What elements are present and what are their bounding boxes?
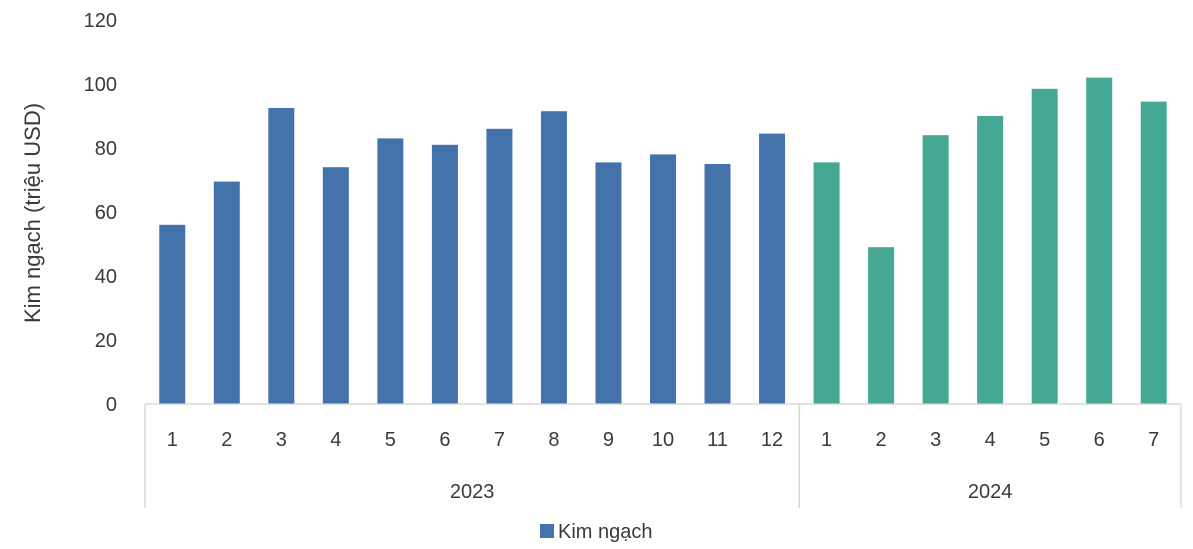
bar	[1031, 88, 1058, 405]
y-tick-label: 80	[95, 138, 117, 160]
legend-label: Kim ngạch	[558, 521, 653, 543]
x-tick-label: 5	[1039, 429, 1050, 451]
x-tick-label: 4	[985, 429, 996, 451]
bar	[759, 133, 786, 404]
bar	[813, 162, 840, 404]
x-tick-label: 2	[876, 429, 887, 451]
bar	[595, 162, 622, 404]
bar	[322, 167, 349, 404]
legend-swatch	[540, 524, 554, 538]
bar	[486, 128, 513, 405]
bar	[922, 135, 949, 404]
x-tick-label: 10	[652, 429, 674, 451]
y-axis-title: Kim ngạch (triệu USD)	[20, 103, 45, 323]
x-tick-label: 6	[1094, 429, 1105, 451]
bar	[1140, 101, 1167, 404]
bar	[159, 224, 186, 404]
x-tick-label: 12	[761, 429, 783, 451]
x-tick-label: 1	[167, 429, 178, 451]
x-tick-label: 4	[330, 429, 341, 451]
y-tick-label: 60	[95, 202, 117, 224]
bars	[159, 77, 1167, 405]
x-tick-label: 6	[439, 429, 450, 451]
x-tick-label: 3	[930, 429, 941, 451]
bar	[268, 108, 295, 404]
bar	[704, 164, 731, 404]
y-tick-label: 40	[95, 266, 117, 288]
x-tick-label: 3	[276, 429, 287, 451]
bar	[868, 247, 895, 404]
x-tick-label: 8	[548, 429, 559, 451]
bar	[1086, 77, 1113, 404]
x-tick-label: 7	[1148, 429, 1159, 451]
bar	[540, 111, 567, 404]
x-tick-label: 1	[821, 429, 832, 451]
x-tick-label: 5	[385, 429, 396, 451]
x-tick-label: 7	[494, 429, 505, 451]
x-axis: 1 2 3 4 5 6 7 8 9 10 11 12 1 2 3 4 5 6 7	[145, 403, 1181, 451]
x-tick-label: 11	[707, 429, 728, 451]
bar	[431, 144, 458, 405]
legend: Kim ngạch	[540, 521, 653, 543]
y-tick-label: 0	[106, 394, 117, 416]
bar	[213, 181, 240, 404]
group-label: 2024	[968, 481, 1013, 503]
x-tick-label: 9	[603, 429, 614, 451]
x-tick-label: 2	[221, 429, 232, 451]
y-axis-ticks: 0 20 40 60 80 100 120	[84, 10, 117, 416]
y-tick-label: 100	[84, 74, 117, 96]
x-axis-group-labels: 2023 2024	[144, 404, 1182, 508]
y-tick-label: 20	[95, 330, 117, 352]
bar	[377, 138, 404, 404]
bar	[977, 116, 1004, 404]
bar	[650, 154, 676, 404]
group-label: 2023	[450, 481, 495, 503]
y-tick-label: 120	[84, 10, 117, 32]
